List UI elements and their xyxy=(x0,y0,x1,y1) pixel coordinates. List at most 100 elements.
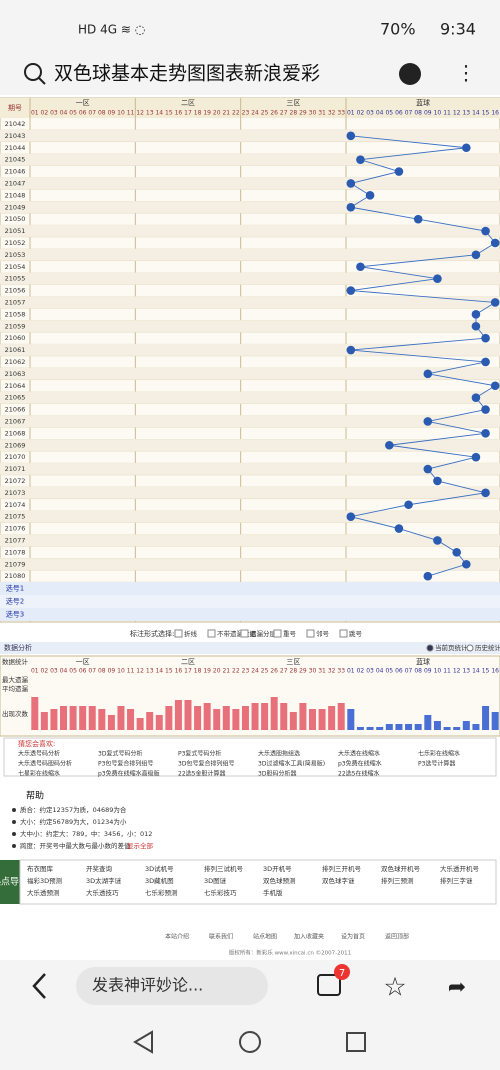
radio[interactable] xyxy=(466,644,474,652)
hot-link[interactable]: 排列三试机号 xyxy=(204,864,244,873)
comment-box[interactable] xyxy=(76,967,268,1005)
comment-placeholder[interactable]: 发表神评妙论... xyxy=(92,976,203,995)
blue-ball xyxy=(423,417,433,426)
hot-link[interactable]: 双色球开机号 xyxy=(381,864,421,873)
blue-ball xyxy=(346,202,356,212)
hot-link[interactable]: 3D太湖字谜 xyxy=(86,876,122,885)
suggest-link[interactable]: 七星彩在线缩水 xyxy=(18,770,60,778)
footer-link[interactable]: 站点地图 xyxy=(253,933,277,941)
column-label: 22 xyxy=(232,668,240,675)
suggest-link[interactable]: P3选号计算器 xyxy=(418,760,455,768)
footer-link[interactable]: 设为首页 xyxy=(341,933,365,941)
suggest-link[interactable]: 大乐透号码胆码分析 xyxy=(18,760,72,768)
period: 21066 xyxy=(5,406,26,414)
tab[interactable]: 历史统计 xyxy=(475,643,500,652)
suggest-link[interactable]: p3免费在线缩水高级版 xyxy=(98,770,160,778)
hot-link[interactable]: 双色球字谜 xyxy=(322,876,355,885)
footer-link[interactable]: 本站介绍 xyxy=(165,933,189,941)
row-stripe xyxy=(0,201,500,214)
pick-label[interactable]: 选号2 xyxy=(6,597,24,606)
column-label: 31 xyxy=(318,110,326,117)
tab[interactable]: 当前页统计 xyxy=(435,643,468,652)
option-label[interactable]: 重号 xyxy=(283,630,297,638)
period: 21060 xyxy=(5,334,26,342)
hot-link[interactable]: 双色球预测 xyxy=(263,876,296,885)
pick-row[interactable] xyxy=(0,595,500,608)
column-label: 08 xyxy=(98,668,106,675)
hot-link[interactable]: 排列三开机号 xyxy=(322,864,362,873)
checkbox[interactable] xyxy=(240,629,249,638)
suggest-link[interactable]: 大乐透胆拖组选 xyxy=(258,750,300,758)
hot-link[interactable]: 3D藏机图 xyxy=(145,876,174,885)
suggest-link[interactable]: p3免费在线缩水 xyxy=(338,760,382,768)
suggest-link[interactable]: 七乐彩在线缩水 xyxy=(418,750,460,758)
option-label[interactable]: 不带遗漏数据 xyxy=(217,629,257,638)
suggest-link[interactable]: 3D包号复合排列组号 xyxy=(178,760,234,768)
checkbox[interactable] xyxy=(207,629,216,638)
column-label: 20 xyxy=(213,110,221,117)
column-label: 15 xyxy=(482,110,490,117)
suggest-link[interactable]: 3D胆码分析器 xyxy=(258,770,296,778)
suggest-link[interactable]: 3D过滤缩水工具(简易版) xyxy=(258,760,325,768)
count-bar xyxy=(261,703,269,730)
baidu-icon[interactable] xyxy=(399,63,421,85)
zone-label: 一区 xyxy=(76,658,90,666)
checkbox[interactable] xyxy=(306,629,315,638)
footer-link[interactable]: 返回顶部 xyxy=(385,933,409,941)
hot-link[interactable]: 福彩3D预测 xyxy=(27,876,63,885)
favorite[interactable]: ☆ xyxy=(383,973,406,1003)
zone-label: 三区 xyxy=(286,99,300,107)
checkbox[interactable] xyxy=(273,629,282,638)
show-more[interactable]: 显示全部 xyxy=(127,841,154,850)
count-bar xyxy=(366,727,374,730)
column-label: 14 xyxy=(155,110,163,117)
pick-label[interactable]: 选号3 xyxy=(6,610,24,619)
suggest-link[interactable]: 22选5金胆计算器 xyxy=(178,770,225,778)
hot-link[interactable]: 七乐彩预测 xyxy=(145,888,178,897)
hot-link[interactable]: 大乐透预测 xyxy=(27,888,60,897)
back-button[interactable] xyxy=(32,973,46,999)
hot-link[interactable]: 排列三预测 xyxy=(381,876,414,885)
checkbox[interactable] xyxy=(339,629,348,638)
comment-icon[interactable] xyxy=(317,974,341,996)
count-bar xyxy=(174,700,182,730)
suggest-link[interactable]: 大乐透在线缩水 xyxy=(338,750,380,758)
pick-label[interactable]: 选号1 xyxy=(6,584,24,593)
hot-link[interactable]: 手机版 xyxy=(263,888,283,897)
footer-link[interactable]: 加入收藏夹 xyxy=(294,933,324,941)
hot-link[interactable]: 3D开机号 xyxy=(263,864,292,873)
option-label[interactable]: 折线 xyxy=(184,629,198,638)
hot-link[interactable]: 七乐彩技巧 xyxy=(204,888,237,897)
suggest-link[interactable]: 22选5在线缩水 xyxy=(338,770,379,778)
checkbox[interactable] xyxy=(174,629,183,638)
option-label[interactable]: 邻号 xyxy=(316,629,330,638)
option-label[interactable]: 遗漏分层 xyxy=(250,629,277,638)
hot-link[interactable]: 布衣图库 xyxy=(27,864,54,873)
pick-row[interactable] xyxy=(0,582,500,595)
column-label: 04 xyxy=(376,110,384,117)
column-label: 12 xyxy=(136,668,144,675)
search-icon[interactable] xyxy=(24,63,42,81)
nav-home[interactable] xyxy=(239,1031,261,1053)
suggest-link[interactable]: P3复式号码分析 xyxy=(178,750,221,758)
search-query[interactable]: 双色球基本走势图图表新浪爱彩 xyxy=(54,63,320,85)
menu[interactable]: ⋮ xyxy=(456,61,476,85)
hot-link[interactable]: 3D试机号 xyxy=(145,864,174,873)
nav-back[interactable] xyxy=(133,1030,153,1054)
suggest-link[interactable]: P3包号复合排列组号 xyxy=(98,760,153,768)
blue-ball xyxy=(404,500,413,510)
hot-link[interactable]: 大乐透开机号 xyxy=(440,864,480,873)
count-bar xyxy=(433,721,441,730)
nav-recent[interactable] xyxy=(346,1032,366,1052)
suggest-link[interactable]: 大乐透号码分析 xyxy=(18,750,60,758)
hot-link[interactable]: 排列三字谜 xyxy=(440,876,473,885)
suggest-link[interactable]: 3D复式号码分析 xyxy=(98,750,142,758)
footer-link[interactable]: 联系我们 xyxy=(209,933,233,941)
hot-link[interactable]: 大乐透技巧 xyxy=(86,888,119,897)
pick-row[interactable] xyxy=(0,608,500,621)
radio[interactable] xyxy=(426,644,434,652)
hot-link[interactable]: 3D图谜 xyxy=(204,876,227,885)
share[interactable]: ➦ xyxy=(448,975,466,1000)
hot-link[interactable]: 开奖查询 xyxy=(86,864,113,873)
option-label[interactable]: 跳号 xyxy=(349,629,363,638)
